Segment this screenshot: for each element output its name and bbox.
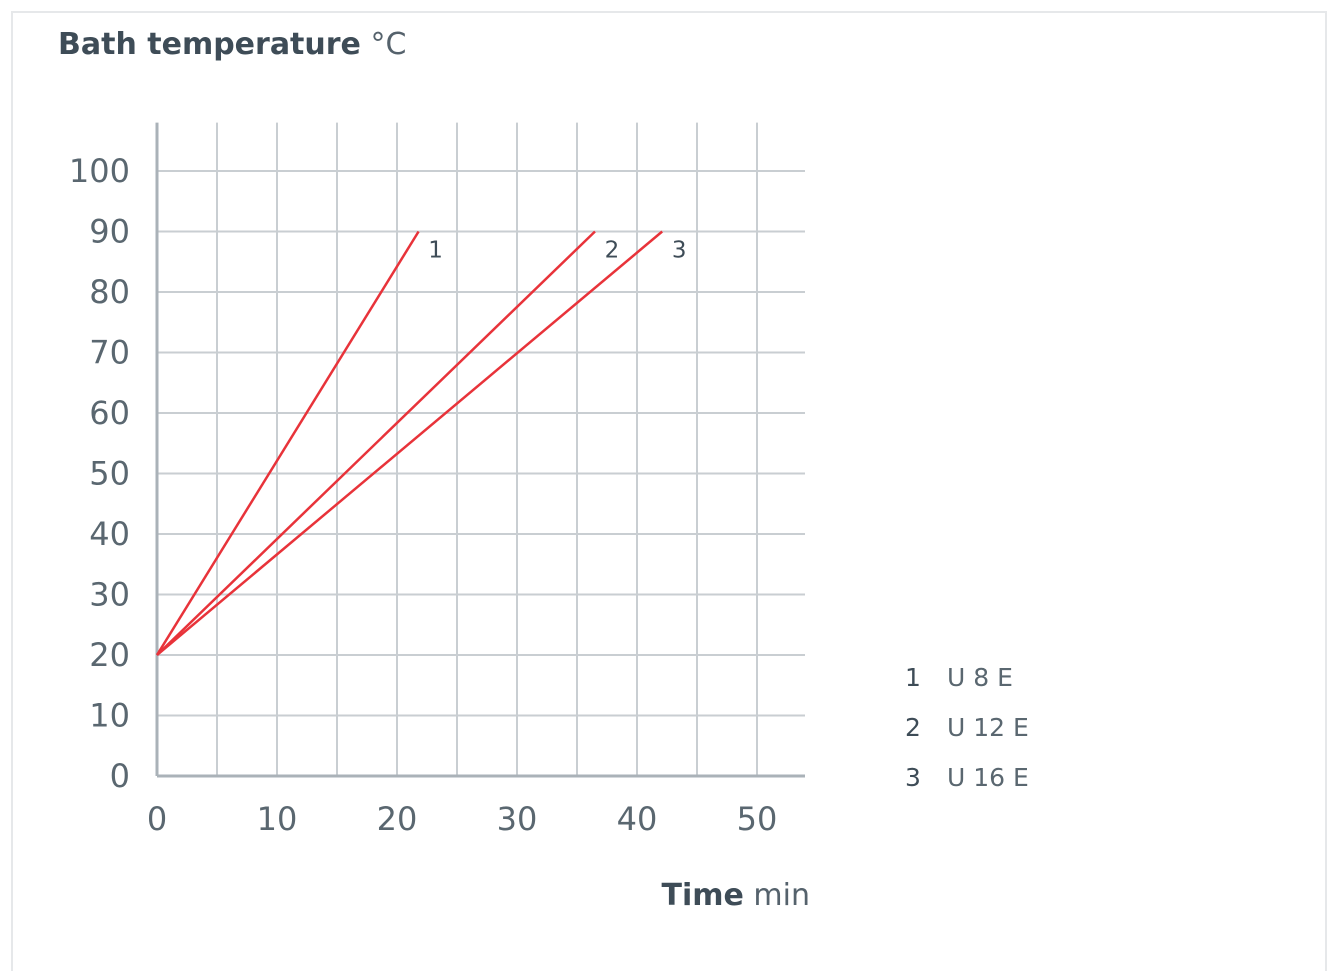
legend-model: U 16 E — [947, 762, 1029, 792]
series-end-labels: 1 2 3 — [428, 238, 686, 264]
y-tick-label: 70 — [89, 334, 130, 372]
series-label-1: 1 — [428, 238, 443, 264]
x-tick-label: 0 — [147, 800, 167, 838]
series-label-3: 3 — [672, 238, 687, 264]
y-tick-label: 60 — [89, 394, 130, 432]
y-axis-title: Bath temperature °C — [58, 27, 406, 62]
series-lines — [155, 230, 664, 656]
legend-number: 2 — [905, 712, 921, 742]
y-tick-label: 80 — [89, 273, 130, 311]
legend-item: 3 U 16 E — [905, 752, 1029, 802]
y-axis-unit: °C — [370, 27, 407, 62]
legend-model: U 12 E — [947, 712, 1029, 742]
series-label-2: 2 — [605, 238, 620, 264]
legend-item: 1 U 8 E — [905, 652, 1029, 702]
y-tick-label: 30 — [89, 576, 130, 614]
x-tick-label: 50 — [737, 800, 778, 838]
x-tick-label: 10 — [257, 800, 298, 838]
x-axis-unit: min — [753, 878, 810, 913]
legend-number: 1 — [905, 662, 921, 692]
y-tick-label: 40 — [89, 515, 130, 553]
series-line-3 — [156, 230, 664, 656]
x-tick-label: 40 — [617, 800, 658, 838]
y-tick-label: 100 — [69, 152, 130, 190]
legend: 1 U 8 E 2 U 12 E 3 U 16 E — [905, 652, 1029, 802]
grid — [155, 122, 805, 778]
y-tick-label: 0 — [110, 757, 130, 795]
legend-number: 3 — [905, 762, 921, 792]
y-tick-label: 10 — [89, 697, 130, 735]
legend-model: U 8 E — [947, 662, 1013, 692]
series-line-1 — [155, 230, 420, 656]
x-tick-label: 30 — [497, 800, 538, 838]
y-tick-label: 50 — [89, 455, 130, 493]
x-tick-labels: 0 10 20 30 40 50 — [147, 800, 778, 838]
series-line-2 — [156, 230, 596, 656]
y-tick-label: 90 — [89, 213, 130, 251]
legend-item: 2 U 12 E — [905, 702, 1029, 752]
x-tick-label: 20 — [377, 800, 418, 838]
y-tick-labels: 0 10 20 30 40 50 60 70 80 90 100 — [69, 152, 130, 795]
x-axis-title: Time min — [662, 878, 810, 913]
y-tick-label: 20 — [89, 636, 130, 674]
y-axis-label: Bath temperature — [58, 27, 361, 62]
chart-frame — [11, 11, 1327, 971]
x-axis-label: Time — [661, 878, 744, 913]
